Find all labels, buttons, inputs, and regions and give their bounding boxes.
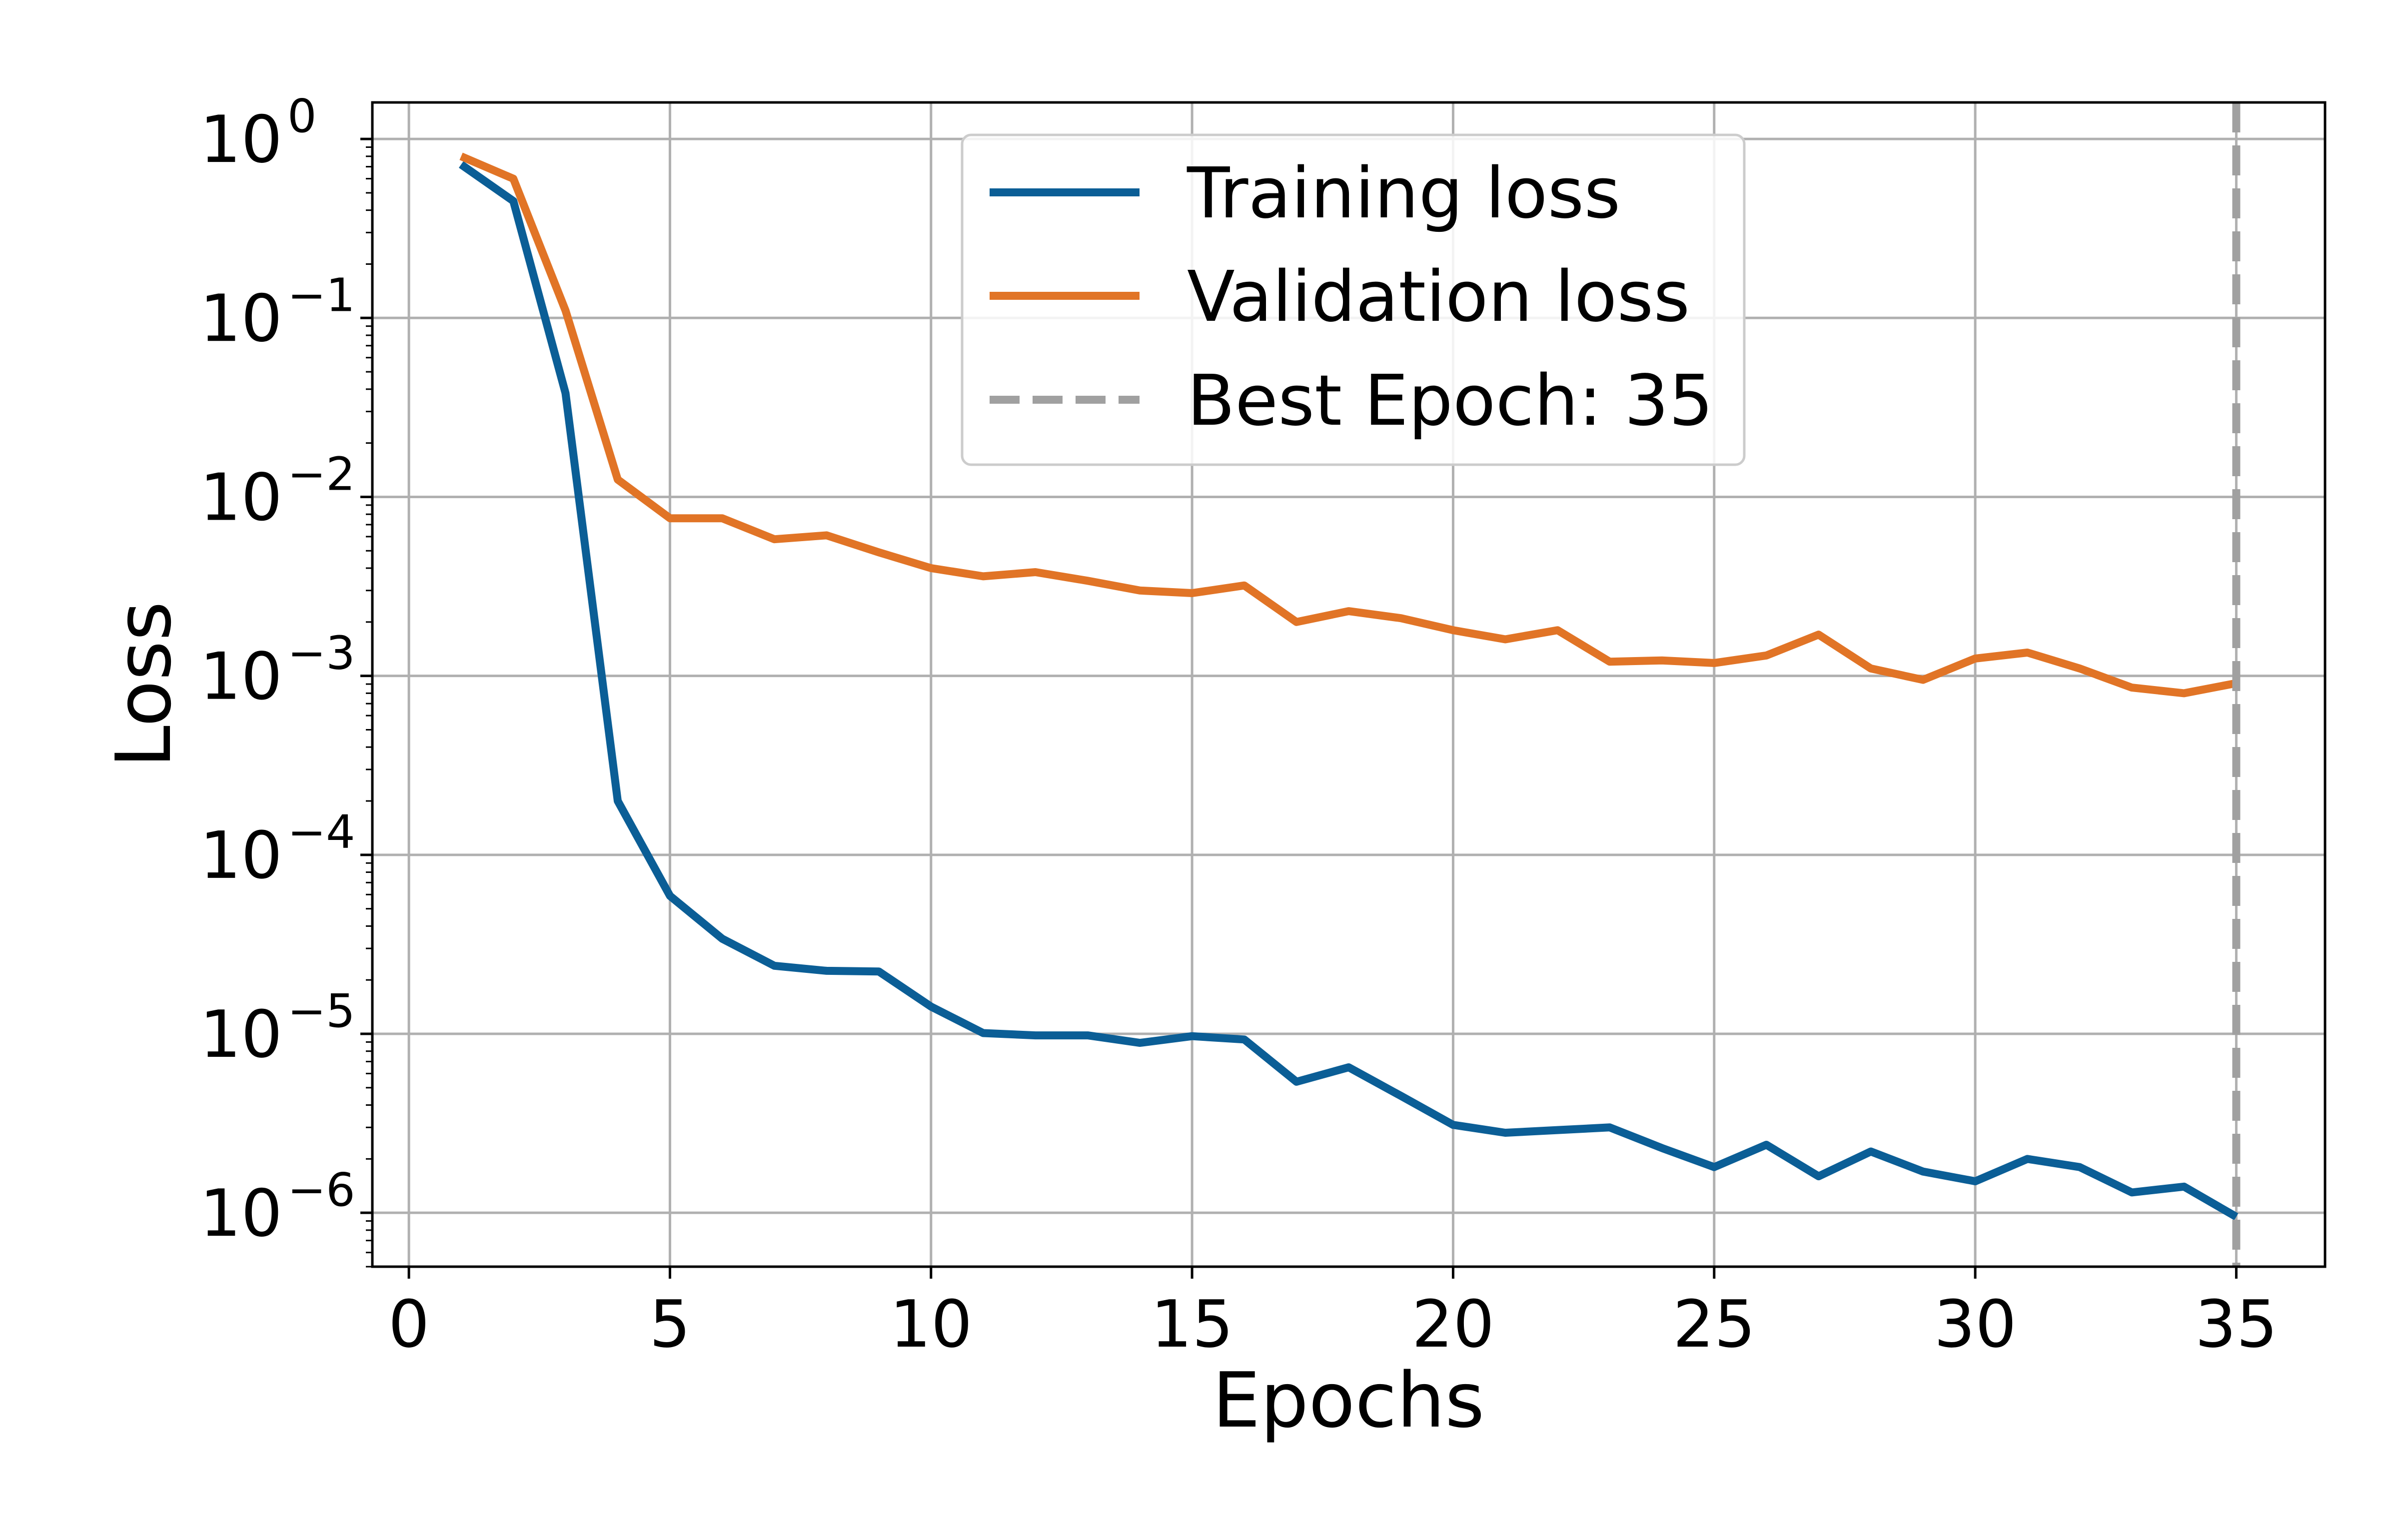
x-tick-label-5: 5: [649, 1286, 691, 1362]
y-tick-exponent-1: −1: [287, 268, 355, 322]
series-line-validation-loss: [459, 152, 2237, 698]
legend-label-validation-loss: Validation loss: [1187, 256, 1690, 338]
x-tick-label-20: 20: [1412, 1286, 1494, 1362]
legend: Training loss Validation loss Best Epoch…: [961, 133, 1746, 466]
y-axis-label: Loss: [99, 601, 188, 767]
y-tick-label-2: 10: [200, 459, 282, 535]
series-line-training-loss: [459, 161, 2239, 1221]
y-tick-exponent-4: −4: [287, 805, 355, 859]
x-tick-label-15: 15: [1151, 1286, 1233, 1362]
y-tick-label-0: 10: [200, 101, 282, 177]
legend-label-best-epoch: Best Epoch: 35: [1187, 360, 1713, 442]
y-tick-exponent-0: 0: [287, 89, 317, 143]
legend-label-training-loss: Training loss: [1187, 153, 1620, 234]
series-lines: [459, 152, 2239, 1221]
y-tick-label-1: 10: [200, 280, 282, 356]
x-tick-label-10: 10: [890, 1286, 972, 1362]
y-tick-label-4: 10: [200, 817, 282, 893]
legend-box: [961, 133, 1746, 466]
y-tick-label-6: 10: [200, 1175, 282, 1251]
x-tick-label-30: 30: [1934, 1286, 2016, 1362]
y-tick-exponent-6: −6: [287, 1163, 355, 1217]
y-tick-label-3: 10: [200, 639, 282, 715]
y-tick-exponent-2: −2: [287, 447, 355, 501]
x-tick-label-25: 25: [1673, 1286, 1755, 1362]
x-tick-label-0: 0: [388, 1286, 430, 1362]
y-tick-exponent-5: −5: [287, 984, 355, 1038]
x-axis-label: Epochs: [1212, 1356, 1485, 1445]
y-tick-exponent-3: −3: [287, 627, 355, 680]
x-tick-label-35: 35: [2195, 1286, 2278, 1362]
y-tick-label-5: 10: [200, 996, 282, 1072]
